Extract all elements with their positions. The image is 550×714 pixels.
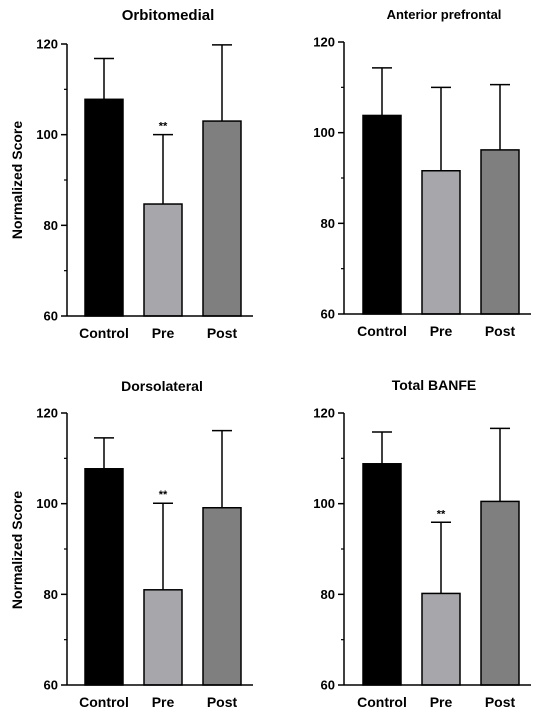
y-tick-label: 100: [313, 496, 335, 511]
x-tick-label: Pre: [152, 694, 175, 710]
y-tick-label: 60: [321, 678, 335, 693]
chart-panel-3: Dorsolateral Normalized Score Control ** Pre…: [9, 378, 253, 710]
chart-panel-4: Total BANFE Control ** Pre Post 60 80 100 120: [313, 377, 531, 710]
x-tick-label: Post: [485, 694, 516, 710]
bar-post: [480, 500, 520, 686]
x-tick-label: Post: [207, 325, 238, 341]
significance-marker: **: [159, 121, 168, 133]
x-tick-label: Control: [357, 694, 407, 710]
x-tick-label: Post: [485, 323, 516, 339]
x-tick-label: Pre: [430, 694, 453, 710]
y-tick-label: 100: [36, 127, 58, 142]
y-tick-label: 60: [44, 678, 58, 693]
chart-panel-1: Orbitomedial Normalized Score Control ** Pre…: [9, 7, 253, 341]
chart-title: Total BANFE: [392, 377, 477, 393]
y-tick-label: 80: [44, 218, 58, 233]
bar-post: [202, 506, 242, 686]
x-tick-label: Control: [79, 325, 129, 341]
y-tick-label: 80: [321, 587, 335, 602]
y-axis-label: Normalized Score: [9, 491, 25, 609]
chart-panel-2: Anterior prefrontal Control Pre Post 60 80 100…: [313, 7, 531, 339]
bar-pre: [143, 589, 183, 686]
bar-control: [362, 463, 402, 686]
significance-marker: **: [159, 489, 168, 501]
bar-post: [202, 120, 242, 317]
y-tick-label: 80: [44, 587, 58, 602]
x-tick-label: Control: [79, 694, 129, 710]
y-tick-label: 100: [313, 125, 335, 140]
chart-title: Anterior prefrontal: [387, 7, 502, 22]
bar-control: [84, 468, 124, 686]
y-tick-label: 120: [36, 37, 58, 52]
x-tick-label: Pre: [430, 323, 453, 339]
bar-control: [362, 114, 402, 315]
chart-title: Orbitomedial: [122, 7, 215, 24]
bar-pre: [421, 592, 461, 686]
x-tick-label: Post: [207, 694, 238, 710]
y-tick-label: 100: [36, 496, 58, 511]
y-axis-label: Normalized Score: [9, 121, 25, 239]
x-tick-label: Pre: [152, 325, 175, 341]
y-tick-label: 120: [313, 35, 335, 50]
y-tick-label: 60: [321, 307, 335, 322]
y-tick-label: 60: [44, 309, 58, 324]
bar-control: [84, 98, 124, 317]
x-tick-label: Control: [357, 323, 407, 339]
bar-pre: [143, 203, 183, 317]
y-tick-label: 80: [321, 216, 335, 231]
significance-marker: **: [437, 508, 446, 520]
chart-title: Dorsolateral: [121, 378, 203, 394]
bar-post: [480, 149, 520, 315]
y-tick-label: 120: [36, 406, 58, 421]
y-tick-label: 120: [313, 406, 335, 421]
bar-pre: [421, 169, 461, 315]
